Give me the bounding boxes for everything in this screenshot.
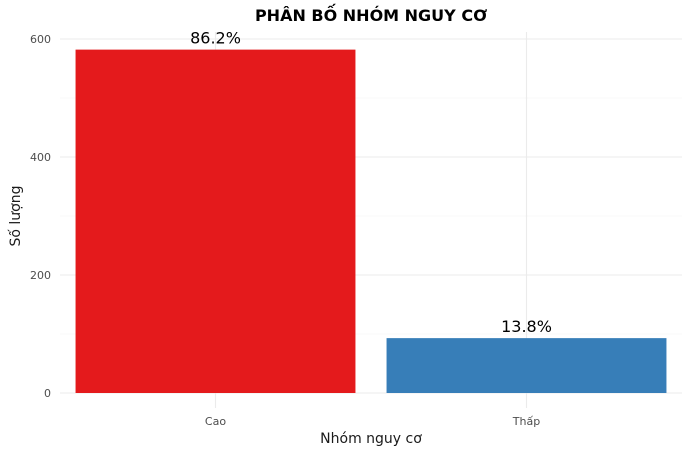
y-tick-label: 200 xyxy=(30,269,51,282)
y-axis-label: Số lượng xyxy=(7,186,24,247)
data-label: 86.2% xyxy=(190,29,241,48)
y-tick-label: 0 xyxy=(44,387,51,400)
y-axis-ticks: 0 200 400 600 xyxy=(30,33,51,400)
bars xyxy=(75,49,667,394)
x-axis-label: Nhóm nguy cơ xyxy=(320,431,422,447)
bar-cao xyxy=(75,49,356,394)
x-tick-label: Cao xyxy=(205,415,226,428)
data-label: 13.8% xyxy=(501,317,552,336)
bar-thấp xyxy=(386,338,667,393)
y-tick-label: 400 xyxy=(30,151,51,164)
y-tick-label: 600 xyxy=(30,33,51,46)
x-axis-ticks: Cao Thấp xyxy=(205,415,540,428)
data-labels: 86.2% 13.8% xyxy=(190,29,552,337)
x-tick-label: Thấp xyxy=(512,415,540,428)
chart-title: PHÂN BỐ NHÓM NGUY CƠ xyxy=(255,4,487,25)
